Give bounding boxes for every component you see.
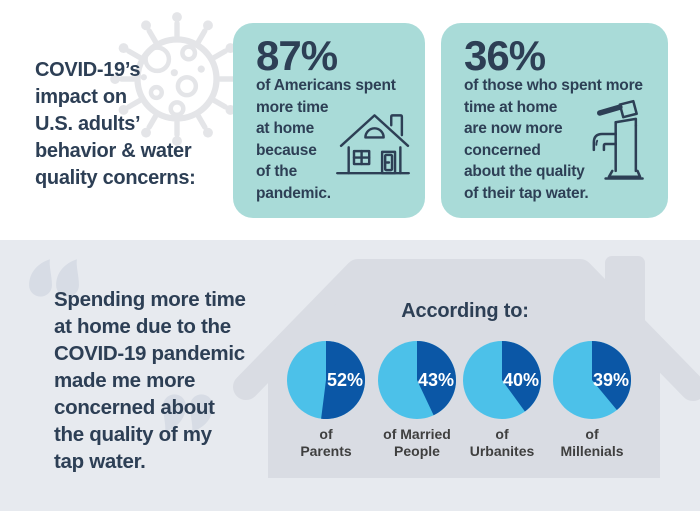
pie-chart-of-millenials: 39% of Millenials: [537, 340, 647, 460]
pie-svg-of-parents: 52%: [287, 341, 366, 419]
pie-caption-of-urbanites: of Urbanites: [469, 426, 535, 459]
pie-value-slice: [502, 341, 541, 412]
stat-card-tap-water: 36% of those who spent more time at home…: [441, 23, 668, 218]
page-title: COVID-19’s impact on U.S. adults’ behavi…: [35, 59, 196, 189]
quote-text: Spending more time at home due to the CO…: [54, 288, 246, 473]
pie-value-slice: [592, 341, 632, 411]
pie-value-slice: [321, 341, 366, 419]
pie-chart-row: 52% of Parents 43% of Married People 40% of U…: [0, 340, 700, 500]
chart-title: According to:: [401, 300, 529, 322]
pie-svg-of-married-people: 43%: [378, 341, 457, 419]
pie-svg-of-millenials: 39%: [553, 341, 632, 419]
pie-percent-label: 52%: [327, 370, 363, 390]
pie-caption-of-married-people: of Married People: [383, 426, 451, 459]
pie-percent-label: 39%: [593, 370, 629, 390]
open-quote-icon: [29, 259, 79, 297]
stat-description-home: of Americans spent more time at home bec…: [256, 77, 396, 202]
faucet-icon: [592, 99, 644, 180]
pie-caption-of-parents: of Parents: [300, 426, 352, 459]
pie-percent-label: 43%: [418, 370, 454, 390]
stat-value-home: 87%: [256, 32, 338, 79]
pie-value-slice: [417, 341, 457, 416]
pie-svg-of-urbanites: 40%: [463, 341, 541, 419]
pie-chart-of-parents: 52% of Parents: [271, 340, 381, 460]
stat-description-tap-water: of those who spent more time at home are…: [464, 77, 643, 202]
quote-section: Spending more time at home due to the CO…: [0, 240, 700, 511]
stat-card-home: 87% of Americans spent more time at home…: [233, 23, 425, 218]
pie-chart-of-urbanites: 40% of Urbanites: [447, 340, 557, 460]
house-icon: [336, 114, 410, 175]
close-quote-icon: [163, 394, 213, 432]
stat-value-tap-water: 36%: [464, 32, 546, 79]
pie-percent-label: 40%: [503, 370, 539, 390]
pie-caption-of-millenials: of Millenials: [560, 426, 624, 459]
pie-chart-of-married-people: 43% of Married People: [362, 340, 472, 460]
